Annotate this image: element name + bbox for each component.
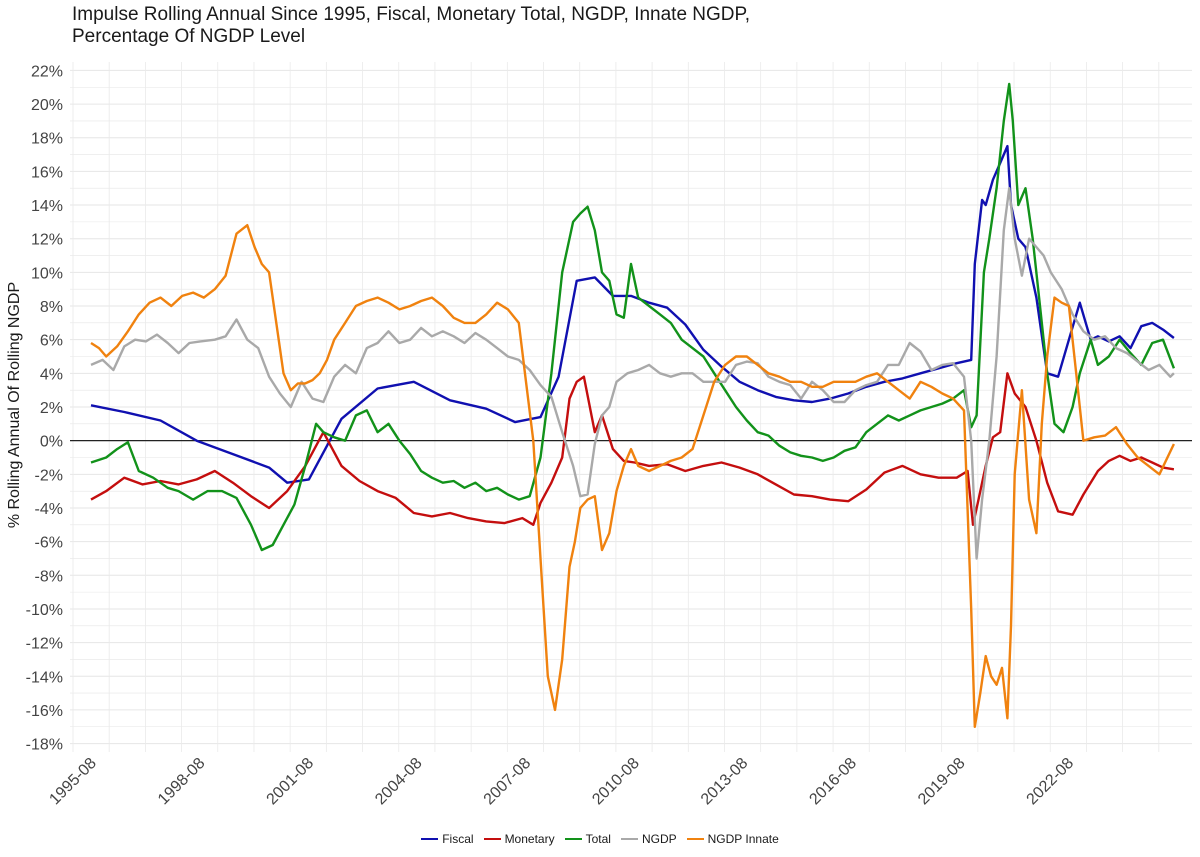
legend-item-monetary: Monetary: [483, 832, 555, 846]
y-tick-labels: 22% 20% 18% 16% 14% 12% 10% 8% 6% 4% 2% 0% -2% -4% -6%…: [26, 63, 63, 753]
y-tick-label: -4%: [35, 501, 63, 518]
x-tick-label: 2013-08: [698, 755, 752, 809]
legend-label: NGDP Innate: [707, 832, 779, 846]
x-tick-label: 2016-08: [806, 755, 860, 809]
y-tick-label: 20%: [31, 97, 63, 114]
y-tick-label: -14%: [26, 669, 63, 686]
x-tick-label: 2007-08: [481, 755, 535, 809]
series-line-ngdp-innate: [90, 224, 1175, 728]
series-line-total: [90, 82, 1176, 552]
y-tick-label: 22%: [31, 63, 63, 80]
y-tick-label: -18%: [26, 737, 63, 754]
series-line-fiscal: [90, 144, 1175, 484]
y-tick-label: 12%: [31, 232, 63, 249]
legend-swatch: [686, 838, 704, 840]
x-tick-label: 2001-08: [264, 755, 318, 809]
y-tick-label: 10%: [31, 265, 63, 282]
series-lines: [90, 82, 1176, 728]
series-line-monetary: [90, 372, 1175, 526]
legend-swatch: [421, 838, 439, 840]
legend-item-fiscal: Fiscal: [421, 832, 474, 846]
legend-item-ngdp-innate: NGDP Innate: [686, 832, 779, 846]
legend-label: NGDP: [641, 832, 677, 846]
legend-item-ngdp: NGDP: [620, 832, 677, 846]
legend-swatch: [564, 838, 582, 840]
legend-label: Total: [585, 832, 611, 846]
y-tick-label: 14%: [31, 198, 63, 215]
y-tick-label: 18%: [31, 131, 63, 148]
y-tick-label: 6%: [40, 333, 63, 350]
legend-swatch: [483, 838, 501, 840]
legend-item-total: Total: [564, 832, 611, 846]
x-tick-label: 1995-08: [46, 755, 100, 809]
legend-swatch: [620, 838, 638, 840]
y-tick-label: 4%: [40, 366, 63, 383]
y-tick-label: 2%: [40, 400, 63, 417]
x-tick-labels: 1995-08 1998-08 2001-08 2004-08 2007-08 2010-…: [46, 755, 1077, 809]
legend: Fiscal Monetary Total NGDP NGDP Innate: [0, 832, 1200, 846]
y-tick-label: -6%: [35, 535, 63, 552]
y-tick-label: -16%: [26, 703, 63, 720]
y-tick-label: -2%: [35, 467, 63, 484]
x-tick-label: 2004-08: [372, 755, 426, 809]
legend-label: Fiscal: [442, 832, 474, 846]
y-axis-label: % Rolling Annual Of Rolling NGDP: [6, 282, 23, 528]
x-tick-label: 2022-08: [1024, 755, 1078, 809]
line-chart: 22% 20% 18% 16% 14% 12% 10% 8% 6% 4% 2% 0% -2% -4% -6%…: [6, 62, 1192, 809]
y-tick-label: -8%: [35, 568, 63, 585]
x-tick-label: 2010-08: [589, 755, 643, 809]
x-tick-label: 1998-08: [155, 755, 209, 809]
y-tick-label: -10%: [26, 602, 63, 619]
y-tick-label: 16%: [31, 164, 63, 181]
series-line-ngdp: [90, 187, 1175, 560]
legend-label: Monetary: [504, 832, 555, 846]
y-tick-label: 8%: [40, 299, 63, 316]
y-tick-label: 0%: [40, 434, 63, 451]
x-tick-label: 2019-08: [915, 755, 969, 809]
y-tick-label: -12%: [26, 636, 63, 653]
chart-title: Impulse Rolling Annual Since 1995, Fisca…: [72, 4, 751, 47]
